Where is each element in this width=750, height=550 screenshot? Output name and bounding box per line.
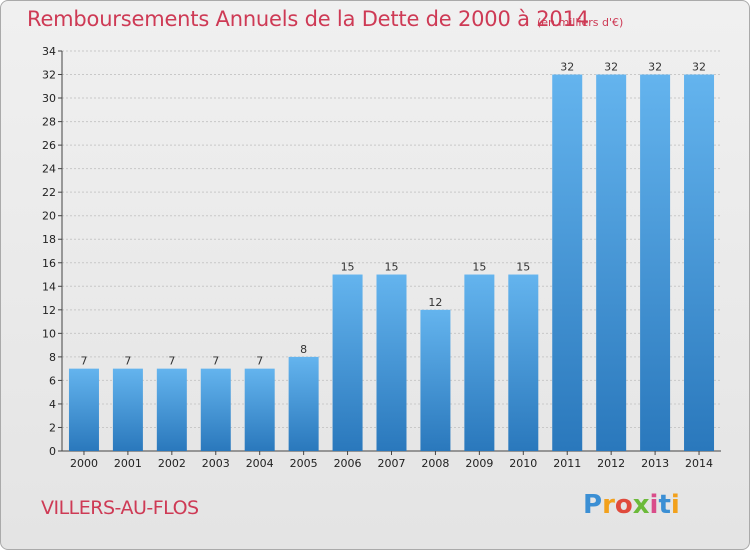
x-tick-label: 2000 — [70, 457, 98, 470]
bar-2010 — [508, 274, 539, 451]
data-label-2012: 32 — [604, 61, 618, 74]
commune-name: VILLERS-AU-FLOS — [41, 497, 199, 519]
y-tick-label: 28 — [42, 116, 56, 129]
bar-2007 — [376, 274, 407, 451]
x-tick-label: 2011 — [553, 457, 581, 470]
data-label-2005: 8 — [300, 343, 307, 356]
y-tick-label: 18 — [42, 233, 56, 246]
y-tick-label: 12 — [42, 304, 56, 317]
y-tick-label: 14 — [42, 280, 56, 293]
data-label-2003: 7 — [212, 355, 219, 368]
data-label-2008: 12 — [428, 296, 442, 309]
x-tick-label: 2012 — [597, 457, 625, 470]
x-tick-label: 2007 — [378, 457, 406, 470]
x-tick-label: 2008 — [421, 457, 449, 470]
bar-2012 — [596, 74, 627, 451]
y-tick-label: 20 — [42, 210, 56, 223]
data-label-2010: 15 — [516, 261, 530, 274]
y-tick-label: 2 — [49, 421, 56, 434]
chart-title: Remboursements Annuels de la Dette de 20… — [27, 7, 589, 31]
data-label-2011: 32 — [560, 61, 574, 74]
bar-2001 — [112, 368, 143, 451]
y-tick-label: 4 — [49, 398, 56, 411]
bar-2004 — [244, 368, 275, 451]
bar-2008 — [420, 309, 451, 451]
bar-2013 — [640, 74, 671, 451]
y-tick-label: 26 — [42, 139, 56, 152]
bar-2000 — [68, 368, 99, 451]
x-tick-label: 2002 — [158, 457, 186, 470]
x-tick-label: 2013 — [641, 457, 669, 470]
x-tick-label: 2005 — [290, 457, 318, 470]
y-tick-label: 6 — [49, 374, 56, 387]
data-label-2006: 15 — [341, 261, 355, 274]
bar-2006 — [332, 274, 363, 451]
x-tick-label: 2010 — [509, 457, 537, 470]
y-tick-label: 8 — [49, 351, 56, 364]
bars — [68, 74, 715, 451]
y-tick-label: 22 — [42, 186, 56, 199]
proxiti-logo: Proxiti — [583, 490, 680, 520]
y-tick-label: 30 — [42, 92, 56, 105]
data-label-2013: 32 — [648, 61, 662, 74]
y-tick-label: 0 — [49, 445, 56, 458]
data-label-2014: 32 — [692, 61, 706, 74]
y-tick-label: 34 — [42, 45, 56, 58]
data-label-2001: 7 — [124, 355, 131, 368]
data-label-2009: 15 — [472, 261, 486, 274]
chart-unit: (en milliers d'€) — [537, 16, 624, 29]
x-tick-label: 2001 — [114, 457, 142, 470]
x-tick-label: 2014 — [685, 457, 713, 470]
x-tick-label: 2006 — [334, 457, 362, 470]
data-label-2004: 7 — [256, 355, 263, 368]
x-tick-label: 2004 — [246, 457, 274, 470]
y-tick-label: 16 — [42, 257, 56, 270]
bar-2014 — [684, 74, 715, 451]
bar-2002 — [156, 368, 187, 451]
data-label-2002: 7 — [168, 355, 175, 368]
y-tick-label: 32 — [42, 69, 56, 82]
data-label-2007: 15 — [385, 261, 399, 274]
bar-2003 — [200, 368, 231, 451]
bar-2011 — [552, 74, 583, 451]
bar-2009 — [464, 274, 495, 451]
y-tick-label: 10 — [42, 327, 56, 340]
data-labels: 7 7 7 7 7 8 15 15 12 15 15 32 32 32 32 — [80, 61, 706, 368]
x-tick-label: 2003 — [202, 457, 230, 470]
x-tick-label: 2009 — [465, 457, 493, 470]
bar-2005 — [288, 356, 319, 451]
y-tick-label: 24 — [42, 163, 56, 176]
data-label-2000: 7 — [80, 355, 87, 368]
